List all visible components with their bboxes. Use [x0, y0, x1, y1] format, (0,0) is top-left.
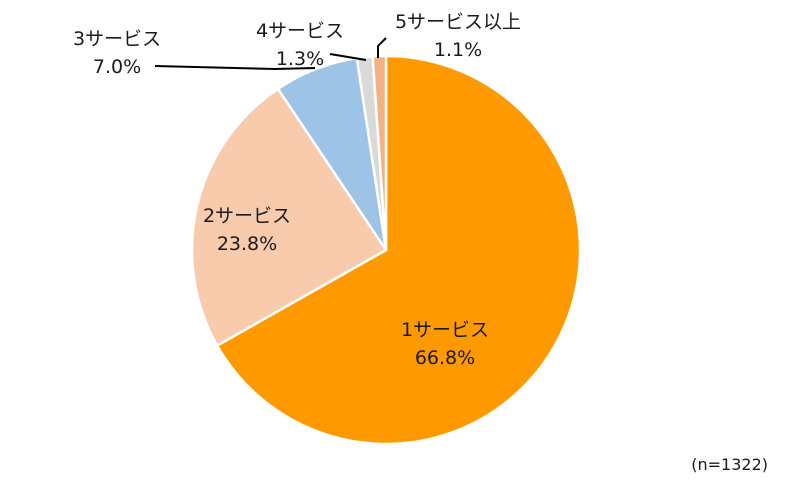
leader-line-4	[329, 53, 367, 61]
slice-label-name-3: 3サービス	[73, 28, 161, 50]
slice-label-value-4: 1.3%	[276, 48, 324, 70]
slice-labels: 1サービス 66.8% 2サービス 23.8% 3サービス 7.0% 4サービス 1.3% 5サ…	[73, 11, 521, 369]
slice-label-value-1: 66.8%	[415, 347, 475, 369]
slice-label-name-1: 1サービス	[401, 319, 489, 341]
pie-slice-2	[190, 87, 388, 347]
pie-slices	[190, 54, 582, 446]
slice-label-value-3: 7.0%	[93, 56, 141, 78]
leader-lines	[154, 37, 387, 71]
slice-label-name-4: 4サービス	[256, 20, 344, 42]
slice-label-value-2: 23.8%	[217, 233, 277, 255]
slice-label-name-5: 5サービス以上	[395, 11, 521, 33]
leader-line-5	[377, 37, 387, 58]
sample-size-note: (n=1322)	[691, 455, 768, 474]
pie-slice-1	[215, 54, 582, 446]
slice-label-name-2: 2サービス	[203, 205, 291, 227]
slice-label-value-5: 1.1%	[434, 39, 482, 61]
leader-line-3	[154, 65, 316, 71]
pie-slice-5	[371, 54, 388, 252]
